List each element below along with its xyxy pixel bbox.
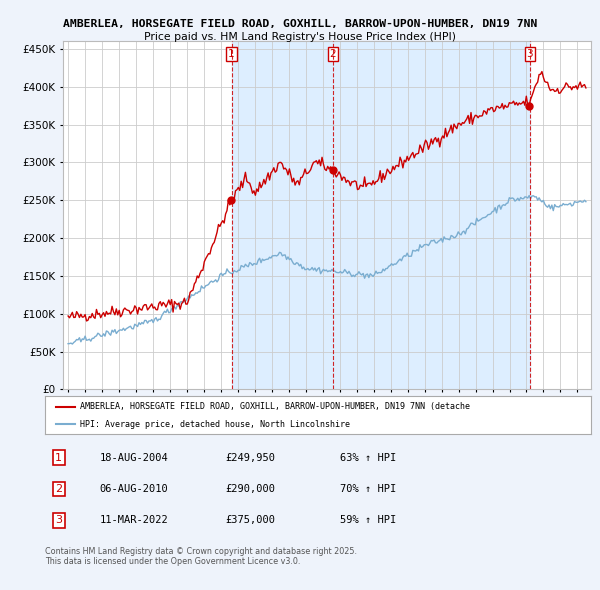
Text: £290,000: £290,000 xyxy=(225,484,275,494)
Text: 70% ↑ HPI: 70% ↑ HPI xyxy=(340,484,396,494)
Text: HPI: Average price, detached house, North Lincolnshire: HPI: Average price, detached house, Nort… xyxy=(80,420,350,429)
Text: Price paid vs. HM Land Registry's House Price Index (HPI): Price paid vs. HM Land Registry's House … xyxy=(144,32,456,42)
Text: Contains HM Land Registry data © Crown copyright and database right 2025.
This d: Contains HM Land Registry data © Crown c… xyxy=(45,547,357,566)
Text: £375,000: £375,000 xyxy=(225,516,275,526)
Text: 1: 1 xyxy=(228,49,235,59)
Text: AMBERLEA, HORSEGATE FIELD ROAD, GOXHILL, BARROW-UPON-HUMBER, DN19 7NN (detache: AMBERLEA, HORSEGATE FIELD ROAD, GOXHILL,… xyxy=(80,402,470,411)
Text: 2: 2 xyxy=(55,484,62,494)
Text: 2: 2 xyxy=(329,49,336,59)
Text: 3: 3 xyxy=(55,516,62,526)
Text: 3: 3 xyxy=(526,49,533,59)
Bar xyxy=(232,41,530,389)
Text: 59% ↑ HPI: 59% ↑ HPI xyxy=(340,516,396,526)
Text: 63% ↑ HPI: 63% ↑ HPI xyxy=(340,453,396,463)
Text: 1: 1 xyxy=(55,453,62,463)
Text: 11-MAR-2022: 11-MAR-2022 xyxy=(100,516,169,526)
Text: £249,950: £249,950 xyxy=(225,453,275,463)
Text: AMBERLEA, HORSEGATE FIELD ROAD, GOXHILL, BARROW-UPON-HUMBER, DN19 7NN: AMBERLEA, HORSEGATE FIELD ROAD, GOXHILL,… xyxy=(63,19,537,29)
Text: 18-AUG-2004: 18-AUG-2004 xyxy=(100,453,169,463)
Text: 06-AUG-2010: 06-AUG-2010 xyxy=(100,484,169,494)
